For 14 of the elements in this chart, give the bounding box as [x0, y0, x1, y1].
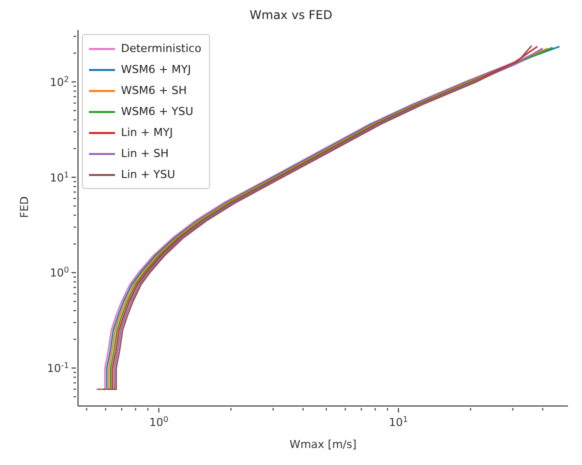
legend-label: WSM6 + YSU	[121, 105, 194, 118]
legend-label: Lin + MYJ	[121, 126, 173, 139]
legend-label: Deterministico	[121, 42, 202, 55]
legend-label: WSM6 + SH	[121, 84, 187, 97]
legend-label: Lin + SH	[121, 147, 169, 160]
y-tick-label: 10$^{-1}$	[47, 360, 69, 376]
y-tick-label: 10$^{0}$	[50, 265, 69, 280]
legend-label: WSM6 + MYJ	[121, 63, 192, 76]
chart-title: Wmax vs FED	[248, 8, 334, 24]
y-axis-title: FED	[18, 196, 31, 218]
legend-label: Lin + YSU	[121, 168, 176, 181]
x-axis-title: Wmax [m/s]	[289, 438, 357, 451]
y-tick-label: 10$^{1}$	[50, 170, 69, 184]
y-tick-label: 10$^{2}$	[50, 74, 69, 89]
